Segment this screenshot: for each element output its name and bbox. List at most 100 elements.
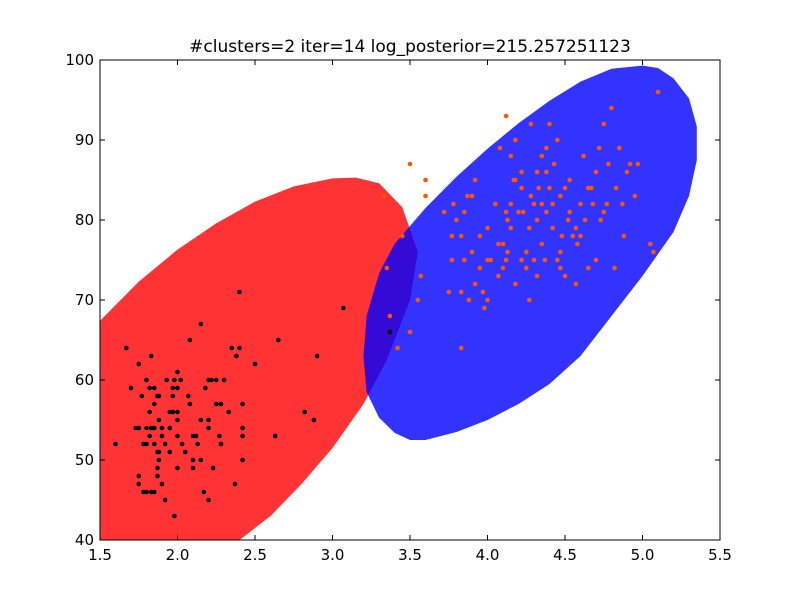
cluster-1-point xyxy=(144,441,149,447)
y-tick-label: 80 xyxy=(75,211,94,229)
cluster-2-point xyxy=(547,121,552,127)
cluster-2-point xyxy=(400,233,405,239)
cluster-1-point xyxy=(218,441,224,447)
cluster-2-point xyxy=(536,185,541,191)
cluster-1-point xyxy=(136,425,142,431)
y-tick-label: 60 xyxy=(75,371,94,389)
cluster-1-point xyxy=(341,305,346,311)
cluster-2-point xyxy=(505,249,510,255)
cluster-1-point xyxy=(136,361,142,367)
cluster-2-point xyxy=(559,233,565,239)
cluster-1-point xyxy=(198,457,204,463)
cluster-2-point xyxy=(387,313,393,319)
cluster-1-point xyxy=(136,481,142,487)
cluster-2-point xyxy=(508,153,514,159)
cluster-2-point xyxy=(651,249,656,255)
cluster-1-point xyxy=(240,401,245,407)
cluster-1-point xyxy=(128,385,134,391)
cluster-1-point xyxy=(175,465,180,471)
cluster-2-point xyxy=(562,273,568,279)
cluster-2-point xyxy=(534,273,540,279)
cluster-1-point xyxy=(214,377,219,383)
cluster-1-point xyxy=(167,449,173,455)
cluster-1-point xyxy=(162,441,168,447)
cluster-1-point xyxy=(182,449,188,455)
cluster-2-point xyxy=(513,177,518,183)
cluster-1-point xyxy=(170,409,176,415)
cluster-1-point xyxy=(217,433,222,439)
cluster-2-point xyxy=(451,201,456,207)
cluster-1-point xyxy=(276,337,281,343)
cluster-1-point xyxy=(147,385,152,391)
cluster-1-point xyxy=(314,353,320,359)
y-tick-label: 100 xyxy=(65,51,94,69)
cluster-2-point xyxy=(407,329,413,335)
cluster-1-point xyxy=(252,361,258,367)
cluster-1-point xyxy=(159,425,165,431)
cluster-2-point xyxy=(485,257,490,263)
cluster-1-point xyxy=(162,497,168,503)
cluster-2-point xyxy=(466,297,472,303)
x-tick-label: 5.5 xyxy=(708,546,732,564)
x-tick-label: 5.0 xyxy=(631,546,655,564)
cluster-2-point xyxy=(531,201,537,207)
cluster-1-point xyxy=(156,393,162,399)
cluster-2-point xyxy=(505,217,510,223)
cluster-2-point xyxy=(527,225,532,231)
cluster-1-point xyxy=(175,385,180,391)
cluster-1-point xyxy=(172,377,177,383)
cluster-2-point xyxy=(469,249,475,255)
cluster-1-point xyxy=(152,441,157,447)
cluster-1-point xyxy=(190,457,196,463)
cluster-1-point xyxy=(147,409,152,415)
plot-area xyxy=(100,65,697,540)
cluster-2-point xyxy=(612,265,617,271)
cluster-2-point xyxy=(493,201,498,207)
cluster-1-point xyxy=(210,465,216,471)
cluster-2-point xyxy=(586,265,591,271)
cluster-1-point xyxy=(198,321,204,327)
cluster-2-point xyxy=(516,209,521,215)
cluster-1-point xyxy=(144,425,149,431)
cluster-1-point xyxy=(187,401,193,407)
cluster-2-point xyxy=(508,225,514,231)
cluster-2-point xyxy=(446,289,452,295)
y-tick-label: 70 xyxy=(75,291,94,309)
cluster-1-point xyxy=(237,345,242,351)
cluster-2-point xyxy=(465,193,470,199)
x-tick-label: 2.5 xyxy=(243,546,267,564)
cluster-1-point xyxy=(136,473,142,479)
cluster-2-point xyxy=(593,169,599,175)
cluster-1-ellipse xyxy=(100,177,418,540)
cluster-2-point xyxy=(418,273,424,279)
cluster-1-point xyxy=(240,457,245,463)
y-tick-label: 50 xyxy=(75,451,94,469)
cluster-2-point xyxy=(477,265,483,271)
cluster-2-point xyxy=(648,241,653,247)
cluster-2-point xyxy=(462,209,467,215)
cluster-1-point xyxy=(152,401,157,407)
cluster-2-point xyxy=(472,177,478,183)
cluster-2-point xyxy=(500,265,506,271)
cluster-1-point xyxy=(170,385,176,391)
cluster-2-point xyxy=(395,345,400,351)
cluster-1-point xyxy=(175,433,180,439)
y-tick-label: 90 xyxy=(75,131,94,149)
cluster-1-point xyxy=(240,433,245,439)
cluster-2-point xyxy=(480,289,486,295)
cluster-2-point xyxy=(558,265,563,271)
x-tick-label: 4.0 xyxy=(476,546,500,564)
cluster-2-point xyxy=(562,185,568,191)
cluster-2-point xyxy=(596,145,602,151)
cluster-2-point xyxy=(635,161,641,167)
cluster-2-point xyxy=(598,217,603,223)
cluster-1-point xyxy=(156,457,162,463)
cluster-1-point xyxy=(159,433,165,439)
cluster-1-point xyxy=(237,289,242,295)
cluster-1-point xyxy=(232,481,238,487)
cluster-1-point xyxy=(206,497,211,503)
cluster-2-point xyxy=(567,177,572,183)
cluster-2-point xyxy=(578,201,583,207)
cluster-2-point xyxy=(496,241,501,247)
cluster-1-point xyxy=(167,425,173,431)
